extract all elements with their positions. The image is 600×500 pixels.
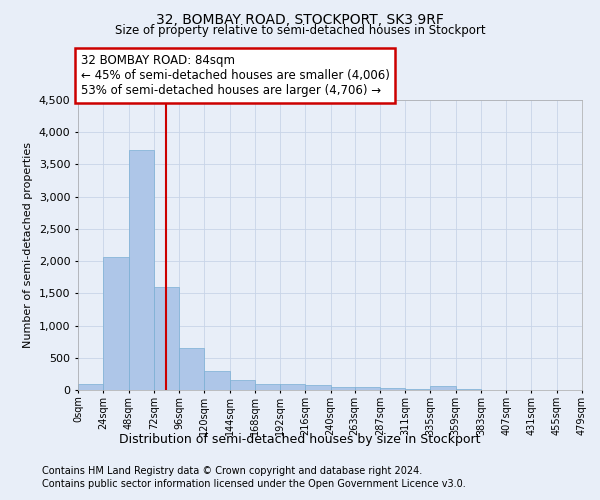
Text: Contains public sector information licensed under the Open Government Licence v3: Contains public sector information licen… [42, 479, 466, 489]
Bar [255, 384, 280, 390]
Text: Distribution of semi-detached houses by size in Stockport: Distribution of semi-detached houses by … [119, 432, 481, 446]
Bar [103, 257, 128, 390]
Bar [331, 387, 355, 390]
Bar [230, 380, 255, 390]
Bar [280, 384, 305, 390]
Bar [128, 150, 154, 390]
Bar [456, 388, 481, 390]
Bar [380, 388, 405, 390]
Bar [305, 386, 331, 390]
Bar [154, 287, 179, 390]
Text: Size of property relative to semi-detached houses in Stockport: Size of property relative to semi-detach… [115, 24, 485, 37]
Text: 32, BOMBAY ROAD, STOCKPORT, SK3 9RF: 32, BOMBAY ROAD, STOCKPORT, SK3 9RF [156, 12, 444, 26]
Text: 32 BOMBAY ROAD: 84sqm
← 45% of semi-detached houses are smaller (4,006)
53% of s: 32 BOMBAY ROAD: 84sqm ← 45% of semi-deta… [80, 54, 389, 97]
Bar [430, 386, 456, 390]
Bar [405, 388, 430, 390]
Bar [179, 348, 204, 390]
Bar [355, 388, 380, 390]
Bar [78, 384, 103, 390]
Text: Contains HM Land Registry data © Crown copyright and database right 2024.: Contains HM Land Registry data © Crown c… [42, 466, 422, 476]
Y-axis label: Number of semi-detached properties: Number of semi-detached properties [23, 142, 33, 348]
Bar [204, 372, 230, 390]
